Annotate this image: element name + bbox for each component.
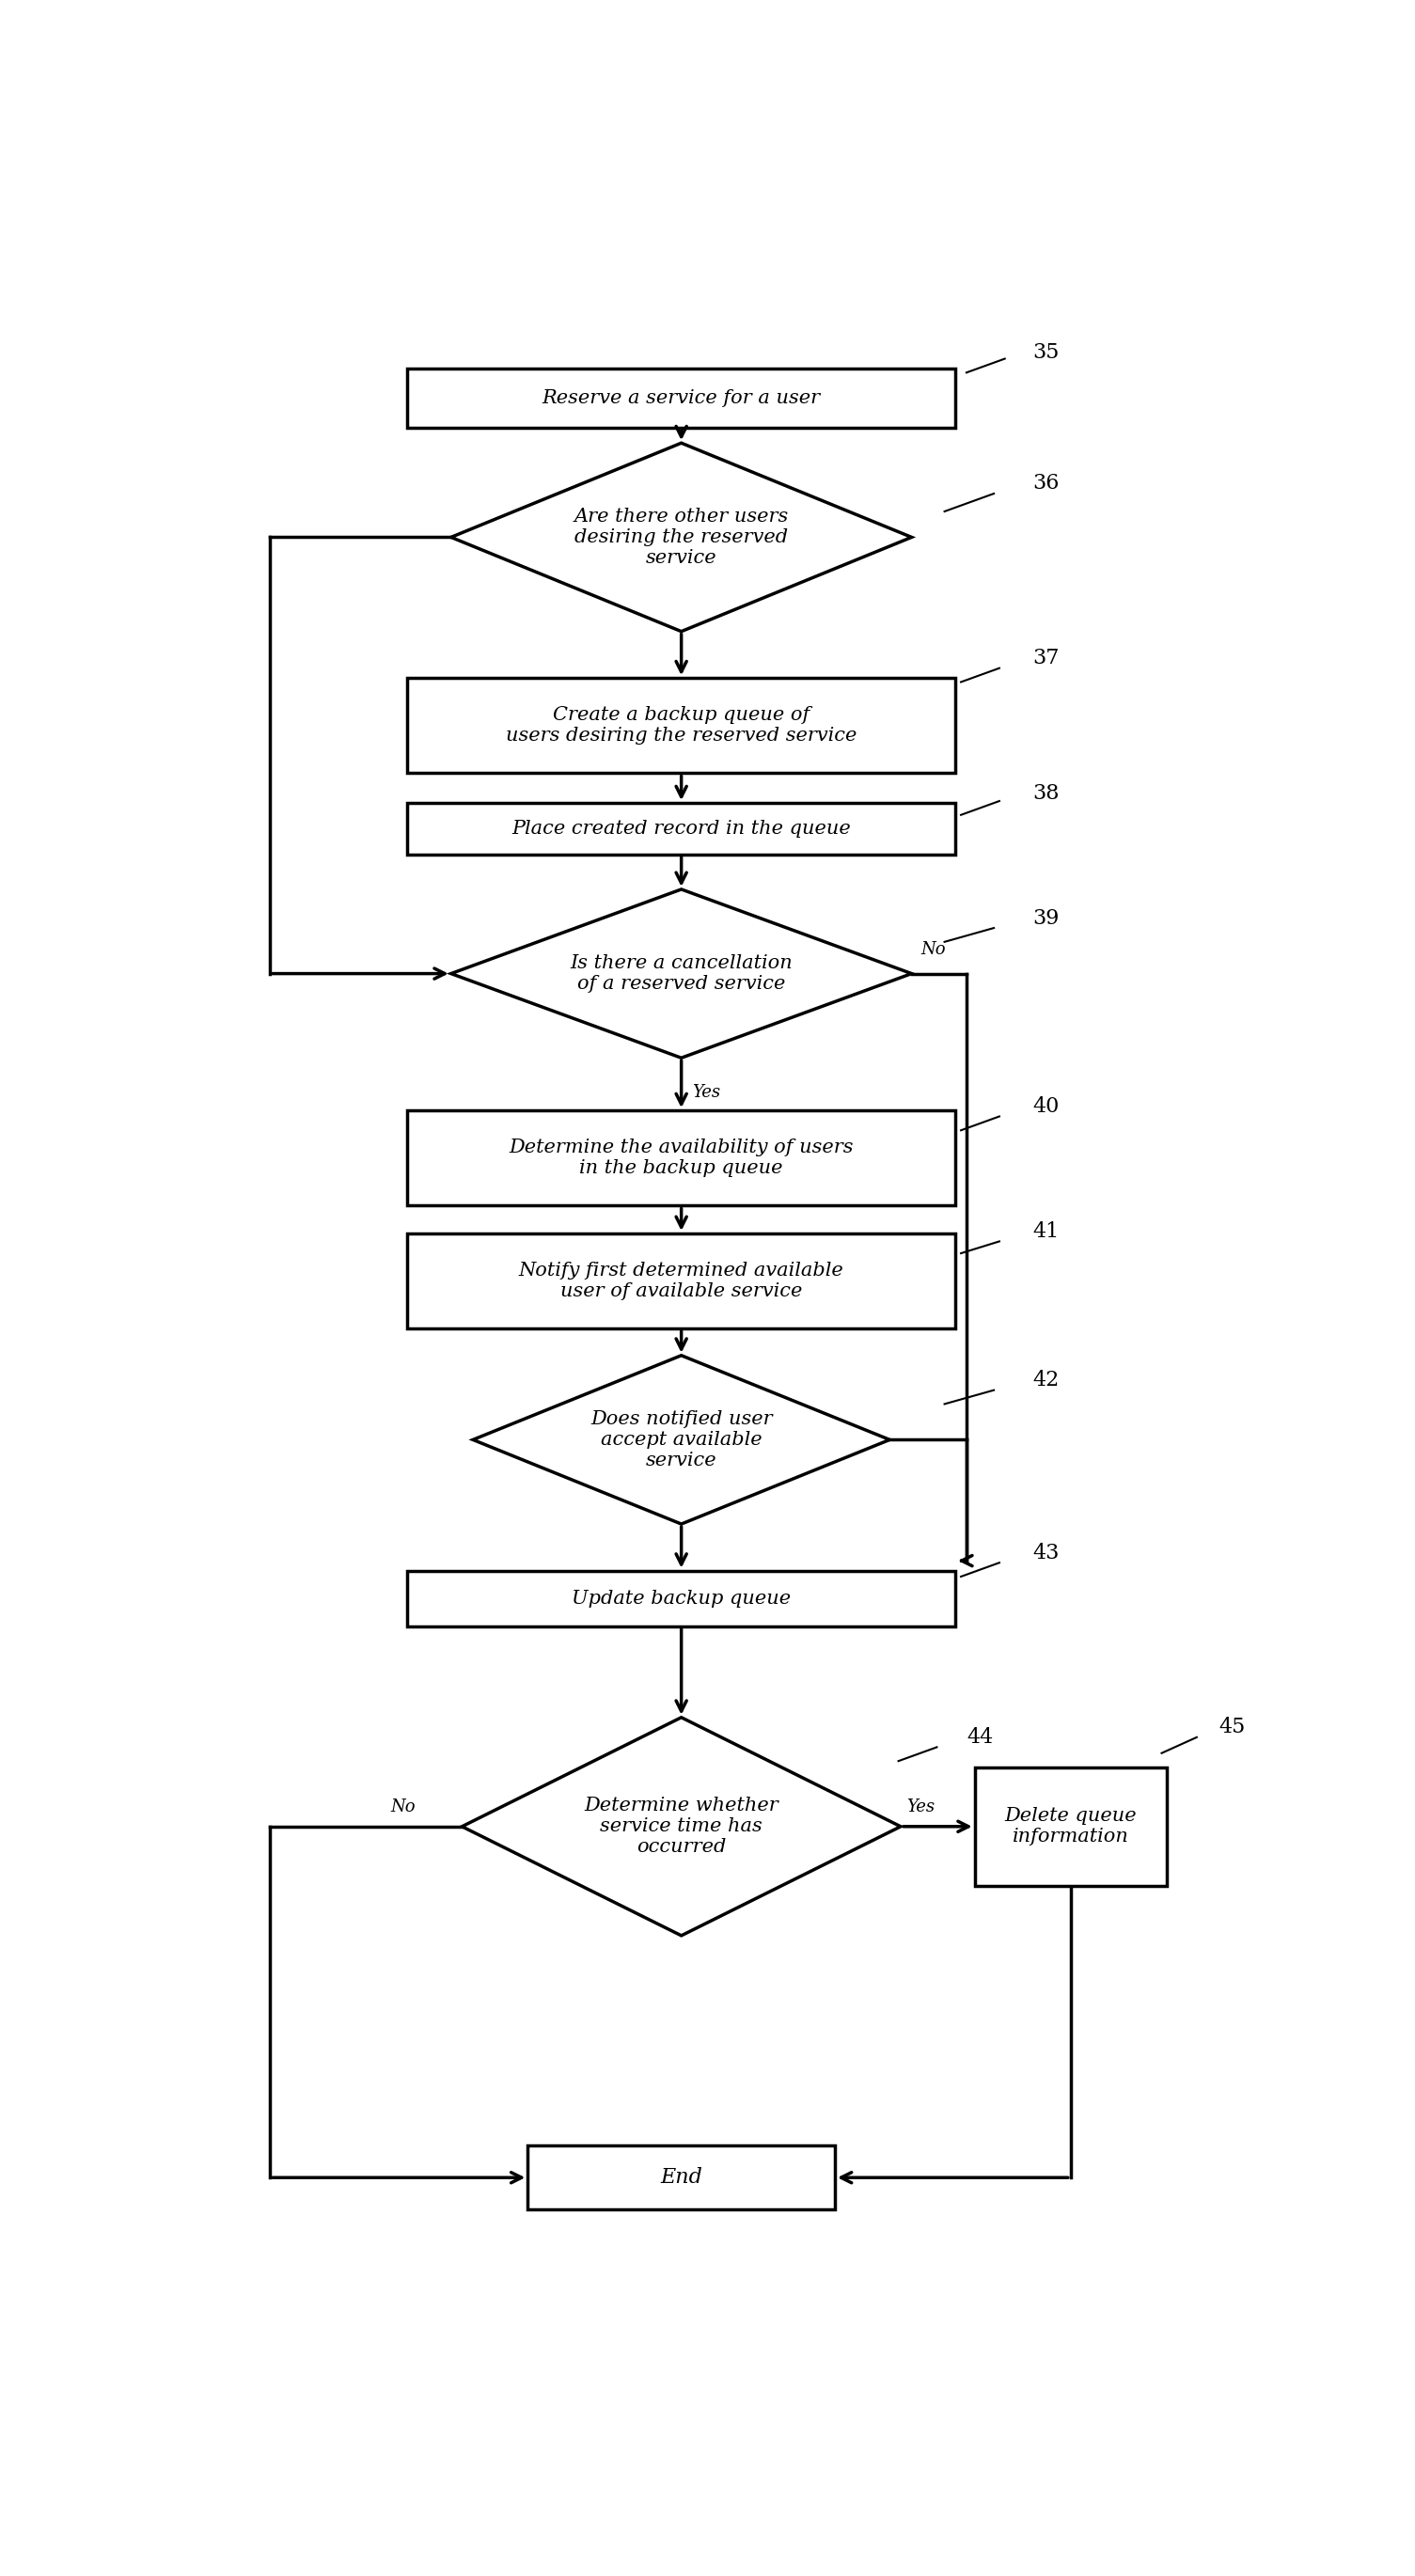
- FancyBboxPatch shape: [528, 2146, 835, 2210]
- Polygon shape: [473, 1355, 890, 1525]
- Text: 41: 41: [1033, 1221, 1058, 1242]
- Text: 38: 38: [1033, 783, 1058, 804]
- Text: Notify first determined available
user of available service: Notify first determined available user o…: [519, 1262, 843, 1301]
- Text: 43: 43: [1033, 1543, 1058, 1564]
- FancyBboxPatch shape: [408, 1571, 955, 1625]
- Text: Is there a cancellation
of a reserved service: Is there a cancellation of a reserved se…: [570, 953, 792, 992]
- Text: 36: 36: [1033, 474, 1058, 495]
- Text: No: No: [920, 940, 945, 958]
- FancyBboxPatch shape: [975, 1767, 1166, 1886]
- Text: 45: 45: [1218, 1718, 1245, 1739]
- Text: Place created record in the queue: Place created record in the queue: [512, 819, 850, 837]
- FancyBboxPatch shape: [408, 1110, 955, 1206]
- Text: Update backup queue: Update backup queue: [572, 1589, 791, 1607]
- Text: Does notified user
accept available
service: Does notified user accept available serv…: [590, 1409, 773, 1468]
- Text: 44: 44: [966, 1726, 993, 1747]
- FancyBboxPatch shape: [408, 1234, 955, 1329]
- Polygon shape: [461, 1718, 901, 1935]
- Text: No: No: [391, 1798, 416, 1816]
- Text: Determine the availability of users
in the backup queue: Determine the availability of users in t…: [509, 1139, 853, 1177]
- Text: 42: 42: [1033, 1370, 1058, 1391]
- Text: 39: 39: [1033, 907, 1058, 927]
- Text: Yes: Yes: [906, 1798, 934, 1816]
- Polygon shape: [451, 889, 911, 1059]
- Text: End: End: [661, 2166, 702, 2187]
- FancyBboxPatch shape: [408, 804, 955, 855]
- Text: Determine whether
service time has
occurred: Determine whether service time has occur…: [584, 1798, 778, 1857]
- Text: Delete queue
information: Delete queue information: [1005, 1808, 1136, 1847]
- Text: Are there other users
desiring the reserved
service: Are there other users desiring the reser…: [574, 507, 788, 567]
- Text: Create a backup queue of
users desiring the reserved service: Create a backup queue of users desiring …: [505, 706, 857, 744]
- Polygon shape: [451, 443, 911, 631]
- Text: Reserve a service for a user: Reserve a service for a user: [542, 389, 821, 407]
- FancyBboxPatch shape: [408, 368, 955, 428]
- Text: 35: 35: [1033, 343, 1058, 363]
- Text: 37: 37: [1033, 649, 1058, 670]
- Text: 40: 40: [1033, 1097, 1058, 1118]
- Text: Yes: Yes: [692, 1084, 720, 1100]
- FancyBboxPatch shape: [408, 677, 955, 773]
